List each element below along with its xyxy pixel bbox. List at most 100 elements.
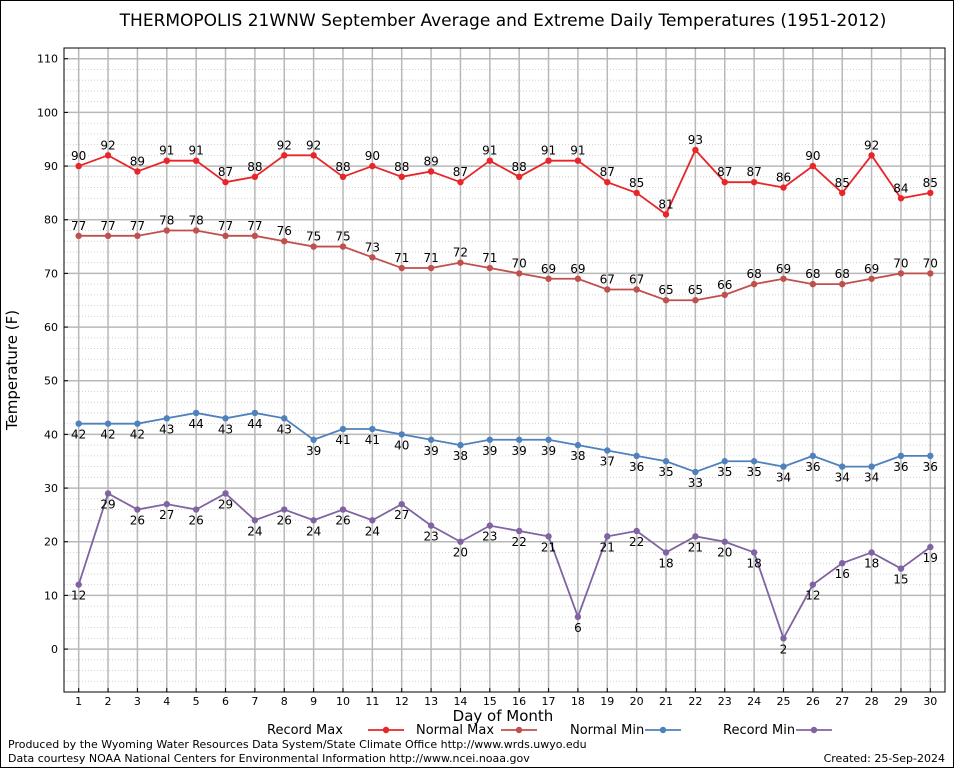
data-label: 36 (923, 460, 938, 474)
data-point (868, 463, 875, 470)
data-point (163, 415, 170, 422)
data-point (927, 270, 934, 277)
data-label: 27 (394, 508, 409, 522)
data-label: 65 (658, 283, 673, 297)
data-label: 92 (864, 138, 879, 152)
data-label: 6 (574, 621, 582, 635)
x-tick-label: 18 (571, 695, 585, 708)
data-point (427, 436, 435, 443)
data-label: 23 (482, 530, 497, 544)
plot-area (63, 47, 946, 693)
data-point (927, 452, 934, 460)
data-label: 91 (570, 144, 585, 158)
data-point (486, 436, 494, 443)
data-label: 89 (423, 154, 438, 168)
data-point (780, 463, 787, 470)
data-point (839, 280, 846, 288)
x-tick-label: 25 (776, 695, 790, 708)
data-label: 81 (658, 197, 673, 211)
data-label: 29 (100, 497, 115, 511)
data-point (515, 270, 523, 277)
data-label: 29 (218, 497, 233, 511)
x-axis-ticks: 1 2 3 4 5 6 7 8 9 10 11 12 13 14 15 16 17 18 19 20 21 22 23 24 2… (75, 688, 937, 708)
data-label: 37 (600, 455, 615, 469)
data-label: 70 (512, 256, 527, 270)
data-label: 88 (335, 160, 350, 174)
x-tick-label: 21 (659, 695, 673, 708)
credit-data-source: Data courtesy NOAA National Centers for … (8, 752, 530, 765)
data-point (398, 431, 405, 438)
data-point (134, 232, 141, 240)
data-label: 69 (776, 262, 791, 276)
legend-swatch-marker (810, 726, 818, 734)
x-tick-label: 27 (835, 695, 849, 708)
data-point (281, 415, 288, 422)
data-label: 92 (100, 138, 115, 152)
data-label: 35 (746, 465, 761, 479)
legend-swatch-marker (659, 726, 667, 734)
data-point (192, 409, 200, 417)
series-record-max: 90 92 89 91 91 87 88 92 92 88 90 88 89 87 91 88 91 91 87 85… (71, 133, 938, 218)
x-tick-label: 29 (894, 695, 908, 708)
x-tick-label: 5 (193, 695, 200, 708)
data-point (222, 490, 229, 497)
data-point (662, 458, 670, 465)
data-point (75, 232, 82, 240)
data-point (809, 280, 817, 288)
data-point (163, 500, 170, 508)
data-label: 90 (805, 149, 820, 163)
data-label: 85 (629, 176, 644, 190)
data-point (662, 297, 670, 304)
y-tick-label: 10 (44, 589, 58, 602)
data-point (897, 270, 905, 277)
data-point (134, 168, 141, 175)
data-label: 19 (923, 551, 938, 565)
data-point (750, 549, 758, 556)
data-label: 93 (688, 133, 703, 147)
data-label: 39 (423, 444, 438, 458)
y-tick-label: 80 (44, 214, 58, 227)
data-point (633, 189, 640, 197)
data-label: 77 (130, 219, 145, 233)
series-line (78, 148, 931, 216)
data-point (427, 522, 435, 529)
data-label: 67 (629, 273, 644, 287)
legend-label: Normal Min (570, 723, 644, 738)
data-label: 22 (629, 535, 644, 549)
data-point (310, 517, 317, 524)
x-tick-label: 3 (134, 695, 141, 708)
data-point (574, 613, 582, 621)
data-label: 68 (835, 267, 850, 281)
data-label: 26 (277, 514, 292, 528)
data-label: 84 (893, 181, 908, 195)
data-point (692, 146, 699, 154)
y-tick-label: 40 (44, 428, 58, 441)
data-point (104, 152, 112, 159)
data-label: 88 (247, 160, 262, 174)
data-label: 24 (365, 524, 380, 538)
data-label: 44 (189, 417, 204, 431)
data-point (251, 517, 259, 524)
data-label: 21 (600, 540, 615, 554)
data-point (75, 581, 82, 588)
data-label: 91 (482, 144, 497, 158)
data-point (281, 506, 288, 513)
data-label: 69 (864, 262, 879, 276)
data-label: 39 (512, 444, 527, 458)
data-label: 70 (923, 256, 938, 270)
x-tick-label: 22 (688, 695, 702, 708)
data-label: 77 (218, 219, 233, 233)
data-label: 24 (247, 524, 262, 538)
legend-label: Normal Max (416, 723, 494, 738)
data-label: 43 (218, 422, 233, 436)
data-label: 26 (335, 514, 350, 528)
data-label: 75 (335, 230, 350, 244)
x-tick-label: 12 (395, 695, 409, 708)
legend-item: Normal Max (416, 723, 537, 738)
x-tick-label: 15 (483, 695, 497, 708)
data-label: 87 (746, 165, 761, 179)
data-label: 35 (658, 465, 673, 479)
data-label: 78 (159, 213, 174, 227)
data-point (721, 178, 728, 186)
data-point (457, 538, 464, 545)
